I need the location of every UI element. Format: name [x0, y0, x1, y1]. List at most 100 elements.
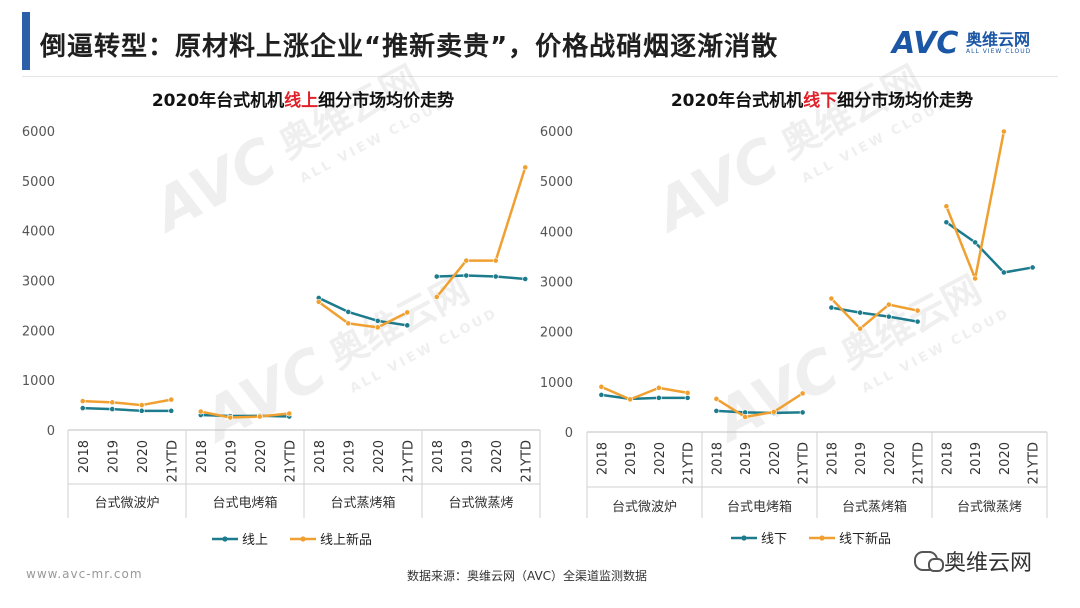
- x-period-label: 2018: [77, 440, 92, 473]
- x-period-label: 2019: [106, 440, 121, 473]
- legend-label: 线上: [242, 533, 268, 548]
- series-line-new: [200, 410, 290, 419]
- x-period-label: 2018: [710, 442, 725, 475]
- x-period-label: 2018: [431, 440, 446, 473]
- data-point: [345, 320, 352, 327]
- series-line-base: [831, 306, 918, 323]
- data-point: [197, 408, 204, 415]
- x-group-label: 台式微波炉: [94, 496, 159, 511]
- data-point: [79, 405, 86, 411]
- chart-title-pre: 2020年台式机机: [152, 90, 284, 111]
- series-line-new: [600, 385, 688, 401]
- data-point: [943, 219, 950, 226]
- y-tick-label: 4000: [22, 225, 55, 240]
- data-point: [770, 409, 777, 415]
- data-point: [627, 396, 634, 403]
- series-line-new: [830, 297, 918, 330]
- x-group-label: 台式微波炉: [612, 500, 677, 515]
- series-line-new: [945, 131, 1006, 280]
- x-period-label: 2018: [313, 440, 328, 473]
- y-tick-label: 6000: [540, 125, 573, 140]
- y-tick-label: 2000: [540, 326, 573, 341]
- watermark-mark: AVC: [641, 124, 790, 246]
- x-period-label: 2020: [136, 440, 151, 473]
- chart-title-highlight: 线上: [284, 90, 318, 111]
- x-period-label: 21YTD: [519, 440, 534, 482]
- page-title: 倒逼转型：原材料上涨企业“推新卖贵”，价格战硝烟逐渐消散: [40, 32, 779, 62]
- data-point: [109, 406, 116, 412]
- legend-marker: [222, 536, 228, 542]
- data-point: [655, 394, 662, 401]
- data-point: [315, 299, 322, 305]
- x-period-label: 2018: [940, 442, 955, 475]
- x-group-label: 台式电烤箱: [212, 495, 277, 511]
- x-period-label: 2019: [739, 442, 754, 475]
- data-point: [1000, 269, 1007, 276]
- data-point: [828, 304, 835, 311]
- x-group-label: 台式微蒸烤: [448, 496, 513, 511]
- legend-label: 线下: [761, 532, 787, 547]
- x-period-label: 21YTD: [912, 442, 927, 484]
- data-point: [943, 203, 950, 210]
- x-period-label: 2020: [372, 440, 387, 473]
- data-point: [713, 408, 720, 414]
- data-point: [885, 301, 892, 308]
- title-accent-bar: [22, 12, 30, 70]
- x-period-label: 2019: [342, 440, 357, 473]
- x-period-label: 21YTD: [1027, 442, 1042, 484]
- data-point: [857, 309, 864, 316]
- x-period-label: 2020: [768, 442, 783, 475]
- data-point: [972, 239, 979, 246]
- x-period-label: 21YTD: [165, 440, 180, 482]
- data-point: [742, 414, 749, 420]
- y-tick-label: 6000: [22, 125, 55, 140]
- x-group-label: 台式蒸烤箱: [842, 499, 907, 515]
- x-group-label: 台式微蒸烤: [957, 500, 1022, 515]
- series-line-base: [716, 409, 803, 415]
- series-line-new: [435, 167, 527, 298]
- y-tick-label: 3000: [540, 276, 573, 291]
- series-line-base: [945, 221, 1033, 274]
- footer-website: www.avc-mr.com: [26, 567, 143, 581]
- data-point: [828, 295, 835, 302]
- data-point: [168, 396, 175, 403]
- data-point: [522, 276, 529, 282]
- data-point: [433, 273, 440, 280]
- x-period-label: 2019: [854, 442, 869, 475]
- y-tick-label: 0: [565, 426, 573, 441]
- x-period-label: 2018: [595, 442, 610, 475]
- wechat-account-name: 奥维云网: [944, 551, 1033, 576]
- series-line-base: [436, 274, 526, 281]
- x-period-label: 2019: [224, 440, 239, 473]
- watermark-mark: AVC: [189, 334, 338, 456]
- x-period-label: 21YTD: [401, 440, 416, 482]
- x-period-label: 2019: [624, 442, 639, 475]
- legend-label: 线下新品: [839, 531, 891, 547]
- legend-label: 线上新品: [320, 532, 372, 548]
- wechat-account: 奥维云网: [914, 546, 1032, 576]
- data-point: [345, 308, 352, 315]
- x-group-label: 台式电烤箱: [727, 499, 792, 515]
- data-point: [598, 391, 605, 398]
- data-point: [374, 317, 381, 324]
- data-point: [684, 394, 691, 401]
- x-period-label: 2020: [490, 440, 505, 473]
- data-point: [713, 395, 720, 402]
- watermark-mark: AVC: [701, 334, 850, 456]
- data-point: [1000, 128, 1007, 135]
- y-tick-label: 1000: [22, 374, 55, 389]
- x-group-label: 台式蒸烤箱: [330, 495, 395, 511]
- chart-title: 2020年台式机机线上细分市场均价走势: [152, 90, 454, 111]
- data-point: [1029, 264, 1036, 271]
- data-point: [655, 384, 662, 391]
- legend-marker: [741, 535, 747, 541]
- data-point: [463, 272, 470, 279]
- data-point: [492, 257, 499, 264]
- data-point: [885, 313, 892, 320]
- y-tick-label: 1000: [540, 376, 573, 391]
- x-period-label: 2020: [254, 440, 269, 473]
